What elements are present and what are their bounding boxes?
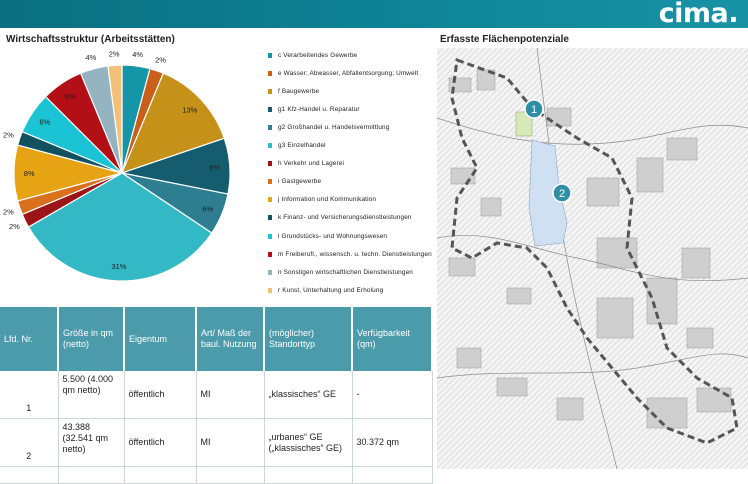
table-row: 2 43.388 (32.541 qm netto) öffentlich MI…	[0, 418, 433, 467]
pie-value-label-11: 6%	[65, 92, 76, 101]
top-banner: cima.	[0, 0, 748, 29]
legend-label: k Finanz- und Versicherungsdienstleistun…	[278, 214, 412, 222]
cell-availability: 30.372 qm	[352, 418, 433, 467]
map-title: Erfasste Flächenpotenziale	[440, 34, 569, 45]
legend-swatch	[268, 124, 272, 130]
site-map[interactable]: 1 2	[437, 48, 748, 469]
map-drawing: 1 2	[437, 48, 748, 469]
col-header-nr: Lfd. Nr.	[0, 307, 59, 371]
legend-item: g2 Großhandel u. Handelsvermittlung	[268, 122, 389, 132]
pie-value-label-10: 6%	[39, 117, 50, 126]
legend-label: m Freiberufl., wissensch. u. techn. Dien…	[278, 250, 432, 258]
pie-value-label-3: 8%	[209, 163, 220, 172]
legend-item: m Freiberufl., wissensch. u. techn. Dien…	[268, 249, 432, 259]
legend-swatch	[268, 70, 272, 76]
legend-label: r Kunst, Unterhaltung und Erholung	[278, 286, 384, 294]
pie-value-label-5: 31%	[111, 262, 126, 271]
cell-ownership: öffentlich	[124, 371, 197, 419]
pie-slice-5	[27, 172, 213, 282]
legend-label: g1 Kfz-Handel u. Reparatur	[278, 105, 360, 113]
legend-swatch	[268, 52, 272, 58]
legend-label: e Wasser; Abwasser, Abfallentsorgung; Um…	[278, 69, 419, 77]
pie-value-label-12: 4%	[86, 53, 97, 62]
map-marker-1-label: 1	[531, 104, 537, 116]
pie-value-label-7: 2%	[3, 208, 14, 217]
pie-value-label-1: 2%	[155, 55, 166, 64]
cell-size: 5.500 (4.000 qm netto)	[58, 371, 125, 419]
pie-value-label-9: 2%	[3, 130, 14, 139]
cell-ownership: öffentlich	[124, 418, 197, 467]
legend-swatch	[268, 251, 272, 257]
legend-item: g1 Kfz-Handel u. Reparatur	[268, 104, 360, 114]
pie-value-label-0: 4%	[132, 50, 143, 59]
legend-item: g3 Einzelhandel	[268, 141, 326, 151]
legend-label: g2 Großhandel u. Handelsvermittlung	[278, 123, 390, 131]
map-marker-1[interactable]	[524, 99, 544, 119]
pie-chart: 4% 2% 13% 8% 6% 31% 2% 2% 8% 2% 6% 6% 4% 2%	[3, 49, 231, 282]
legend-item: r Kunst, Unterhaltung und Erholung	[268, 285, 383, 295]
cell-site-type: „urbanes“ GE („klassisches“ GE)	[264, 418, 353, 467]
legend-item: f Baugewerbe	[268, 86, 319, 96]
cell-nr: 2	[0, 418, 59, 467]
area-potential-table: Lfd. Nr. Größe in qm (netto) Eigentum Ar…	[0, 307, 433, 484]
table-row-empty	[0, 466, 433, 484]
legend-label: c Verarbeitendes Gewerbe	[278, 51, 358, 59]
table-row: 1 5.500 (4.000 qm netto) öffentlich MI „…	[0, 371, 433, 419]
legend-swatch	[268, 179, 272, 185]
cima-logo: cima.	[658, 0, 739, 29]
chart-title: Wirtschaftsstruktur (Arbeitsstätten)	[6, 34, 175, 45]
col-header-size: Größe in qm (netto)	[58, 307, 125, 371]
legend-label: f Baugewerbe	[278, 87, 320, 95]
legend-label: g3 Einzelhandel	[278, 142, 326, 149]
pie-value-label-8: 8%	[24, 169, 35, 178]
legend-item: l Grundstücks- und Wohnungswesen	[268, 231, 387, 241]
cell-use: MI	[196, 371, 265, 419]
legend-swatch	[268, 197, 272, 203]
legend-item: h Verkehr und Lagerei	[268, 159, 344, 169]
map-marker-2-label: 2	[559, 188, 565, 200]
cell-site-type: „klassisches“ GE	[264, 371, 353, 419]
legend-swatch	[268, 215, 272, 221]
legend-swatch	[268, 269, 272, 275]
pie-slice-2	[120, 72, 226, 174]
col-header-availability: Verfügbarkeit (qm)	[352, 307, 433, 371]
legend-swatch	[268, 287, 272, 293]
legend-label: h Verkehr und Lagerei	[278, 160, 345, 168]
legend-swatch	[268, 88, 272, 94]
map-marker-2[interactable]	[552, 183, 572, 203]
pie-value-label-13: 2%	[109, 49, 120, 58]
legend-swatch	[268, 143, 272, 148]
legend-label: j Information und Kommunikation	[278, 196, 377, 204]
legend-label: i Gastgewerbe	[278, 178, 322, 186]
legend-label: n Sonstigen wirtschaftlichen Dienstleist…	[278, 268, 413, 276]
col-header-use: Art/ Maß der baul. Nutzung	[196, 307, 265, 371]
cell-nr: 1	[0, 371, 59, 419]
legend-swatch	[268, 106, 272, 112]
legend-item: k Finanz- und Versicherungsdienstleistun…	[268, 213, 412, 223]
legend-item: e Wasser; Abwasser, Abfallentsorgung; Um…	[268, 68, 418, 78]
legend-swatch	[268, 161, 272, 167]
legend-swatch	[268, 233, 272, 239]
legend-item: j Information und Kommunikation	[268, 195, 376, 205]
pie-value-label-2: 13%	[182, 106, 197, 115]
col-header-site-type: (möglicher) Standorttyp	[264, 307, 353, 371]
legend-label: l Grundstücks- und Wohnungswesen	[278, 232, 388, 240]
pie-slice-13	[107, 64, 123, 174]
legend-item: n Sonstigen wirtschaftlichen Dienstleist…	[268, 267, 413, 277]
col-header-ownership: Eigentum	[124, 307, 197, 371]
pie-value-label-6: 2%	[9, 222, 20, 231]
legend-item: i Gastgewerbe	[268, 177, 321, 187]
cell-size: 43.388 (32.541 qm netto)	[58, 418, 125, 467]
cell-use: MI	[196, 418, 265, 467]
table-header-row: Lfd. Nr. Größe in qm (netto) Eigentum Ar…	[0, 307, 433, 371]
cell-availability: -	[352, 371, 433, 419]
legend-item: c Verarbeitendes Gewerbe	[268, 50, 357, 60]
pie-value-label-4: 6%	[202, 205, 213, 214]
